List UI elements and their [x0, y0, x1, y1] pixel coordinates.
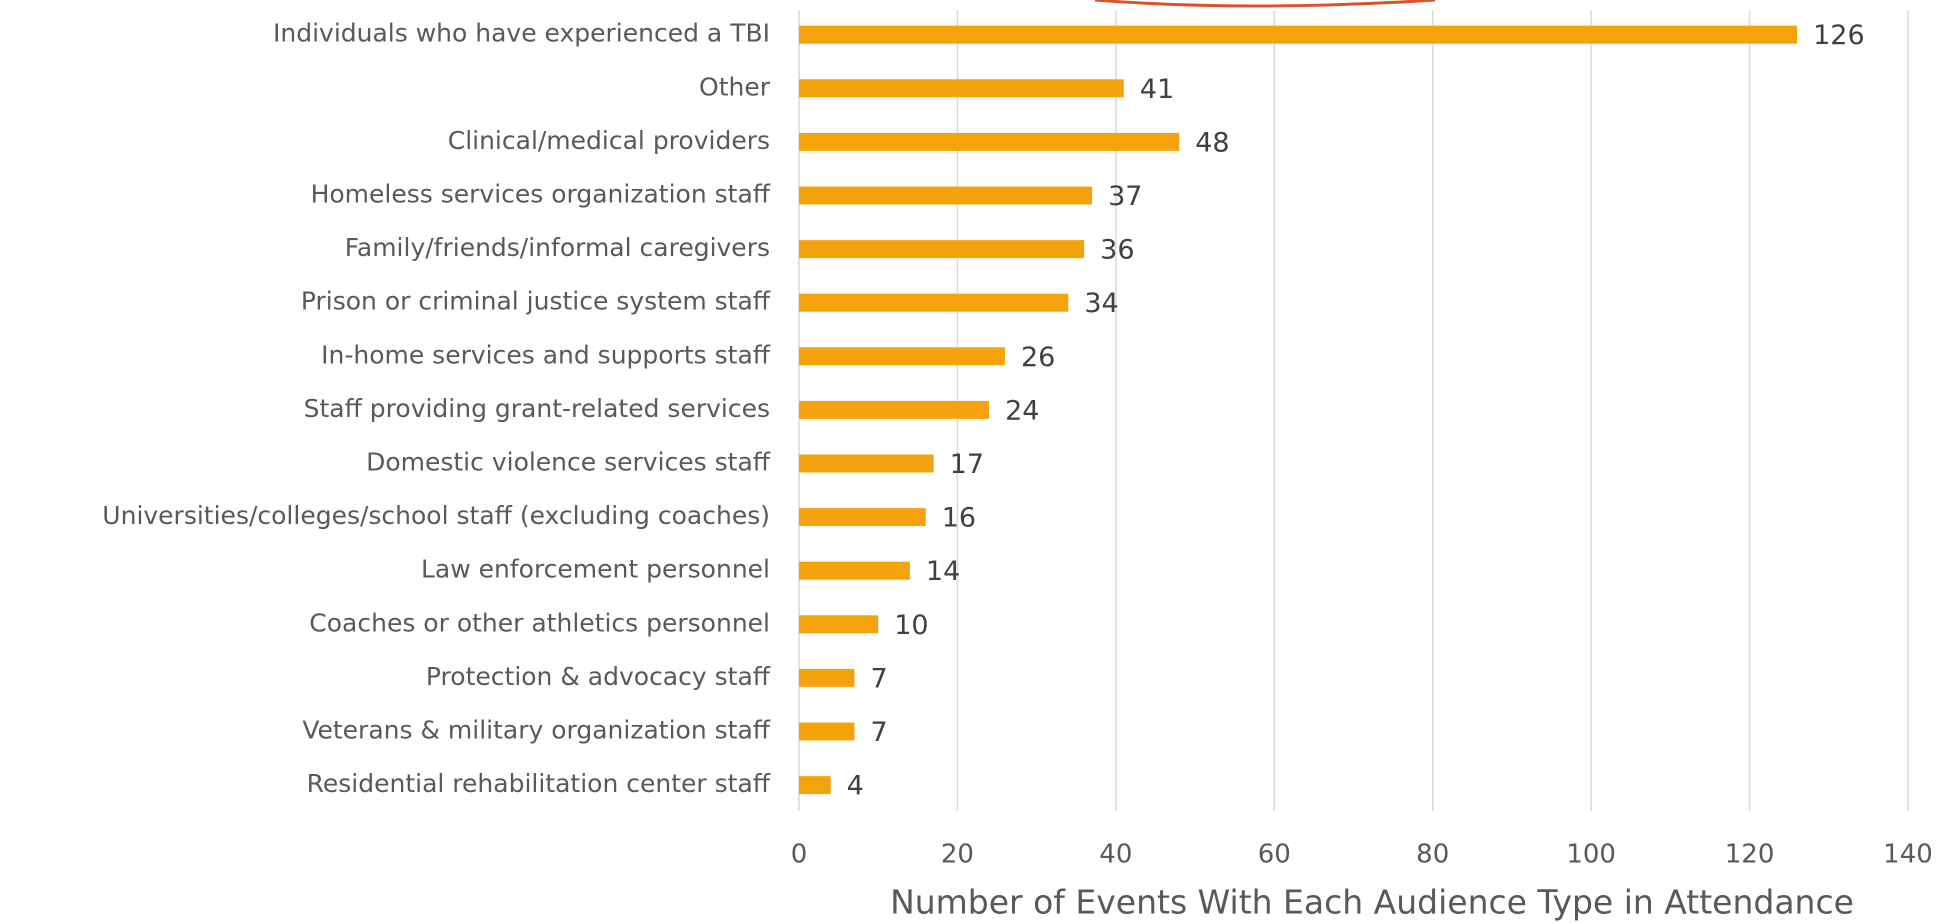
data-label: 7: [870, 717, 887, 748]
x-tick-label: 60: [1258, 840, 1291, 870]
data-label: 14: [926, 556, 960, 587]
bar: [799, 776, 831, 795]
x-tick-label: 40: [1099, 840, 1132, 870]
y-tick-label: Residential rehabilitation center staff: [307, 769, 771, 798]
data-label: 36: [1100, 235, 1134, 266]
y-tick-label: Staff providing grant-related services: [304, 394, 770, 423]
y-tick-label: Veterans & military organization staff: [302, 716, 770, 745]
decoration-arc: [1094, 0, 1436, 8]
y-tick-label: Domestic violence services staff: [366, 448, 771, 477]
x-tick-label: 0: [791, 840, 808, 870]
x-tick-label: 100: [1566, 840, 1616, 870]
x-axis-title: Number of Events With Each Audience Type…: [890, 883, 1854, 922]
x-tick-label: 80: [1416, 840, 1449, 870]
x-tick-label: 140: [1883, 840, 1933, 870]
bar: [799, 615, 879, 634]
data-label: 34: [1084, 288, 1118, 319]
y-tick-label: Prison or criminal justice system staff: [301, 287, 771, 316]
data-label: 7: [870, 663, 887, 694]
bar: [799, 293, 1069, 312]
data-label: 10: [894, 610, 928, 641]
bar: [799, 454, 934, 473]
bar: [799, 668, 855, 687]
bar: [799, 722, 855, 741]
y-tick-label: Family/friends/informal caregivers: [345, 233, 770, 262]
y-tick-label: Law enforcement personnel: [421, 555, 770, 584]
bar: [799, 132, 1180, 151]
x-tick-label: 120: [1725, 840, 1775, 870]
data-label: 26: [1021, 342, 1055, 373]
bar: [799, 561, 910, 580]
data-label: 4: [847, 771, 864, 802]
bar: [799, 508, 926, 527]
bar: [799, 240, 1085, 259]
data-label: 41: [1140, 74, 1174, 105]
data-label: 24: [1005, 395, 1039, 426]
x-tick-label: 20: [941, 840, 974, 870]
y-tick-label: Protection & advocacy staff: [426, 662, 771, 691]
bar: [799, 186, 1093, 205]
data-label: 126: [1813, 20, 1865, 51]
y-tick-label: Other: [699, 72, 771, 101]
data-label: 17: [950, 449, 984, 480]
data-label: 16: [942, 503, 976, 534]
y-tick-label: Clinical/medical providers: [448, 126, 770, 155]
data-label: 48: [1195, 127, 1229, 158]
y-tick-label: Coaches or other athletics personnel: [309, 608, 770, 637]
y-tick-label: Homeless services organization staff: [311, 180, 771, 209]
y-tick-label: Universities/colleges/school staff (excl…: [102, 501, 770, 530]
bar: [799, 25, 1798, 44]
bar: [799, 400, 990, 419]
y-tick-label: Individuals who have experienced a TBI: [273, 19, 770, 48]
bar: [799, 79, 1124, 98]
bar: [799, 347, 1005, 366]
y-tick-label: In-home services and supports staff: [321, 340, 771, 369]
data-label: 37: [1108, 181, 1142, 212]
